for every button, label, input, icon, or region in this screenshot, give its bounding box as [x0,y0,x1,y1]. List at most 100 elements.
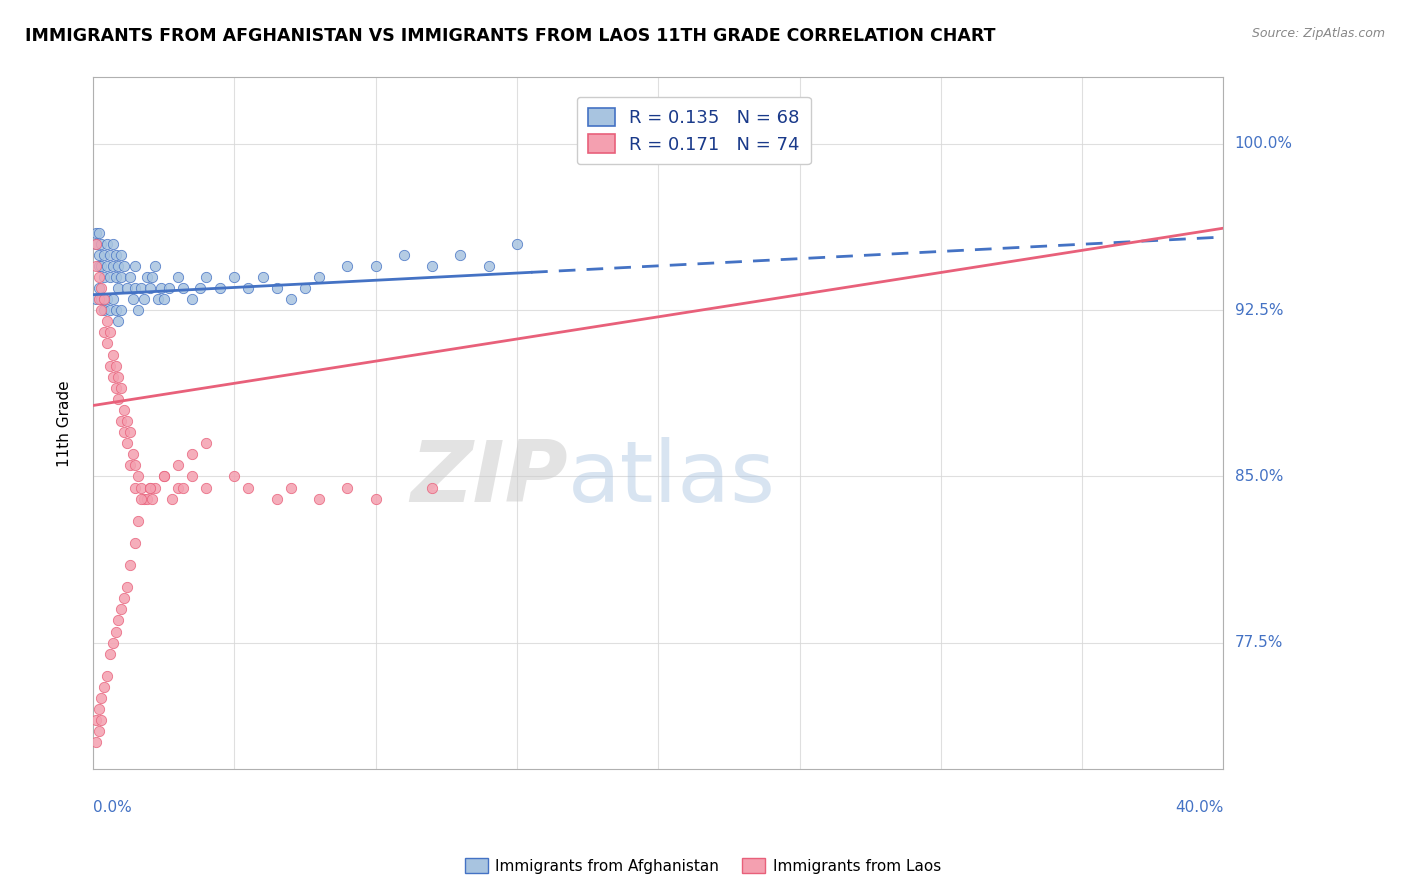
Point [115,436,138,450]
Point [98,359,121,373]
Text: IMMIGRANTS FROM AFGHANISTAN VS IMMIGRANTS FROM LAOS 11TH GRADE CORRELATION CHART: IMMIGRANTS FROM AFGHANISTAN VS IMMIGRANT… [25,27,995,45]
Point [152,469,174,483]
Point [112,591,135,606]
Point [96,259,118,273]
Point [195,436,218,450]
Point [124,481,146,495]
Point [127,469,149,483]
Point [118,269,141,284]
Point [132,292,155,306]
Point [115,580,138,594]
Point [87,248,110,262]
Text: Source: ZipAtlas.com: Source: ZipAtlas.com [1251,27,1385,40]
Point [449,248,471,262]
Point [135,491,157,506]
Text: ZIP: ZIP [411,437,568,520]
Point [238,281,260,295]
Point [96,336,118,351]
Point [209,281,232,295]
Point [166,269,188,284]
Point [110,303,132,318]
Point [143,259,166,273]
Point [266,281,288,295]
Point [87,259,110,273]
Point [96,292,118,306]
Point [90,259,112,273]
Point [110,414,132,428]
Point [146,292,169,306]
Point [93,326,115,340]
Legend: Immigrants from Afghanistan, Immigrants from Laos: Immigrants from Afghanistan, Immigrants … [458,852,948,880]
Point [127,303,149,318]
Point [107,369,129,384]
Point [112,425,135,439]
Point [364,491,387,506]
Point [90,281,112,295]
Point [118,425,141,439]
Point [129,491,152,506]
Point [364,259,387,273]
Point [104,624,127,639]
Point [101,635,124,649]
Point [93,269,115,284]
Point [110,381,132,395]
Point [107,281,129,295]
Point [101,292,124,306]
Point [238,481,260,495]
Point [506,236,529,251]
Point [84,292,107,306]
Point [166,481,188,495]
Point [121,447,143,461]
Point [129,481,152,495]
Point [172,281,194,295]
Point [115,414,138,428]
Point [157,281,180,295]
Text: 92.5%: 92.5% [1234,302,1284,318]
Point [152,292,174,306]
Point [101,369,124,384]
Point [181,292,204,306]
Point [93,680,115,694]
Point [104,269,127,284]
Text: 77.5%: 77.5% [1234,635,1282,650]
Point [96,669,118,683]
Point [420,259,443,273]
Point [90,691,112,706]
Point [420,481,443,495]
Point [118,558,141,572]
Point [138,481,160,495]
Point [110,269,132,284]
Point [478,259,501,273]
Point [266,491,288,506]
Point [110,602,132,616]
Point [104,381,127,395]
Point [392,248,415,262]
Point [98,647,121,661]
Point [129,281,152,295]
Point [294,281,316,295]
Point [308,269,330,284]
Point [93,292,115,306]
Point [96,314,118,328]
Point [166,458,188,473]
Y-axis label: 11th Grade: 11th Grade [58,380,72,467]
Point [124,536,146,550]
Point [98,303,121,318]
Point [112,259,135,273]
Point [96,236,118,251]
Point [195,481,218,495]
Point [118,458,141,473]
Point [101,347,124,361]
Point [90,292,112,306]
Point [104,359,127,373]
Text: 40.0%: 40.0% [1175,799,1223,814]
Point [104,248,127,262]
Point [127,514,149,528]
Point [90,713,112,727]
Point [115,281,138,295]
Point [195,269,218,284]
Point [98,326,121,340]
Point [160,491,183,506]
Point [84,236,107,251]
Point [124,281,146,295]
